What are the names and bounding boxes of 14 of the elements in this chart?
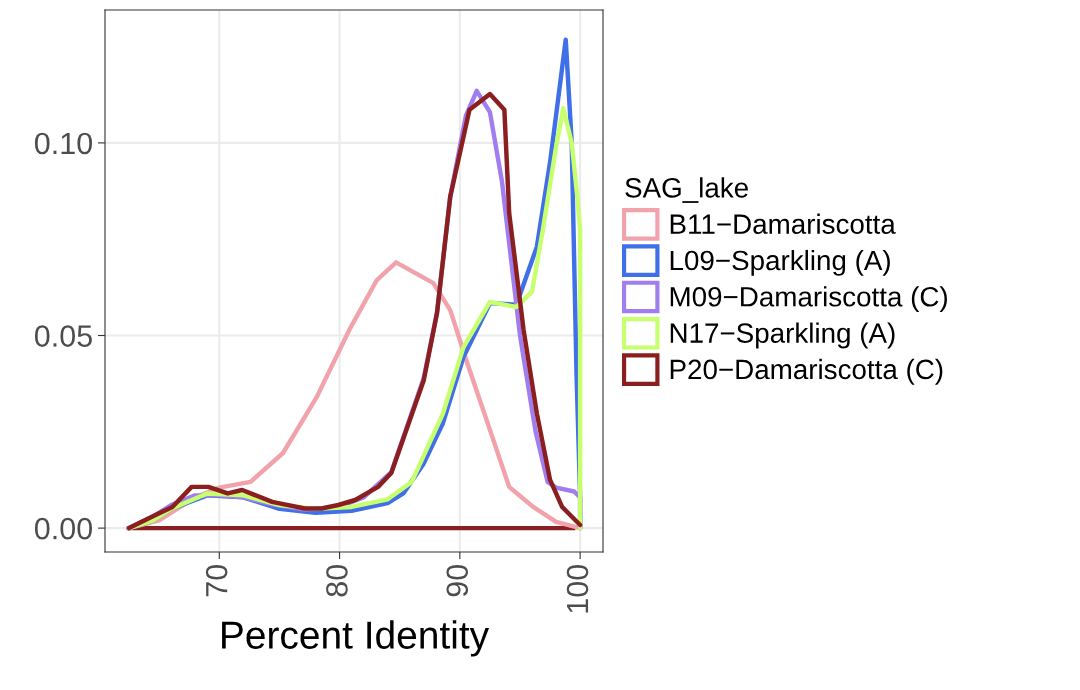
- x-tick-label: 90: [446, 565, 469, 597]
- y-tick-label: 0.10: [34, 132, 93, 155]
- x-tick-label: 100: [566, 565, 589, 613]
- legend-label: B11−Damariscotta: [670, 213, 896, 234]
- x-tick-label: 70: [205, 565, 228, 597]
- legend-label: L09−Sparkling (A): [670, 249, 890, 276]
- legend-label: N17−Sparkling (A): [670, 322, 895, 349]
- legend-title: SAG_lake: [625, 177, 748, 203]
- legend-label: P20−Damariscotta (C): [670, 358, 943, 385]
- x-axis-title: Percent Identity: [222, 620, 490, 657]
- y-tick-label: 0.05: [34, 325, 92, 347]
- x-tick-label: 80: [326, 565, 348, 597]
- legend-label: M09−Damariscotta (C): [670, 286, 947, 313]
- y-tick-label: 0.00: [34, 517, 93, 540]
